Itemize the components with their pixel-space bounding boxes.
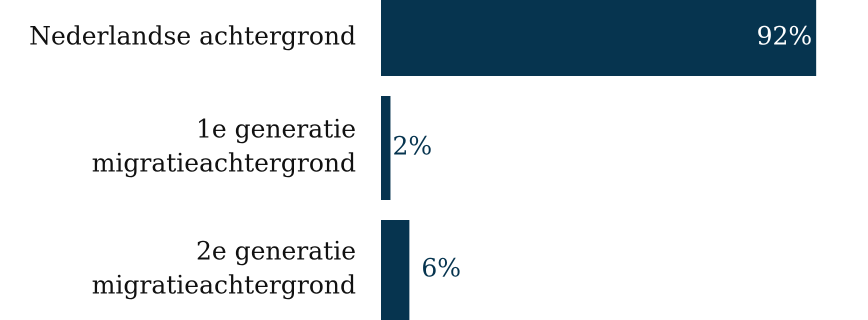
- bar-1: [381, 0, 817, 76]
- value-label-2: 2%: [392, 132, 432, 161]
- value-label-3: 6%: [421, 254, 461, 283]
- category-label-2: 1e generatie migratieachtergrond: [92, 115, 356, 178]
- category-labels: Nederlandse achtergrond 1e generatie migra…: [29, 22, 356, 300]
- value-label-1: 92%: [757, 22, 813, 51]
- bar-3: [381, 220, 410, 320]
- value-labels: 92% 2% 6%: [392, 22, 812, 283]
- category-label-1: Nederlandse achtergrond: [29, 22, 356, 51]
- bars: [381, 0, 817, 320]
- category-label-3: 2e generatie migratieachtergrond: [92, 237, 356, 300]
- bar-2: [381, 96, 391, 200]
